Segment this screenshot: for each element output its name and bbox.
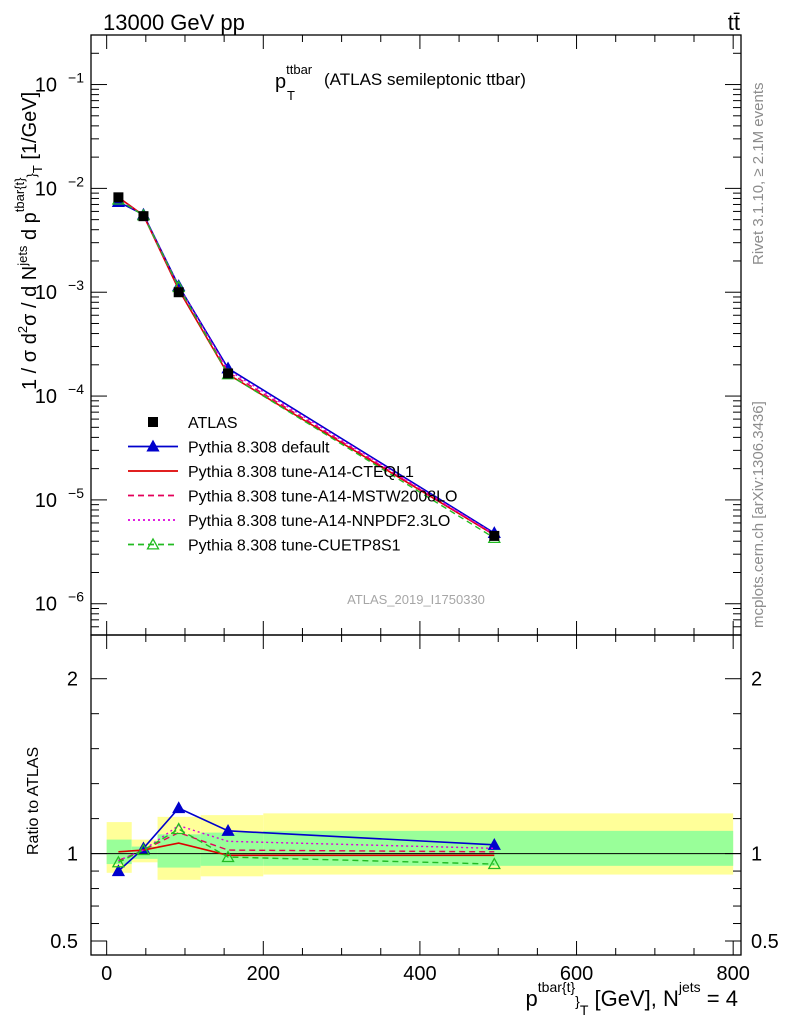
main-panel: 10−1 10−2 10−3 10−4 10−5 10−6 pttbar T (ATLAS… — [12, 34, 742, 636]
ratio-y-tick-label-right: 0.5 — [751, 931, 779, 953]
ratio-frame — [90, 634, 742, 956]
ratio-series-marker — [136, 843, 151, 856]
x-tick-label: 600 — [560, 963, 593, 985]
ratio-panel: 2 21 10.5 0.5 0 200 400 600 800 Ratio to ATLAS … — [25, 634, 779, 1018]
main-data-points — [113, 192, 500, 541]
plot-title-suffix: (ATLAS semileptonic ttbar) — [324, 70, 526, 89]
legend-swatch-marker — [146, 439, 160, 452]
legend: ATLAS Pythia 8.308 default Pythia 8.308 tu… — [128, 415, 457, 555]
analysis-watermark: ATLAS_2019_I1750330 — [347, 592, 485, 607]
atlas-data-point — [113, 192, 124, 203]
process-label: tt̄ — [728, 10, 740, 35]
ratio-series-line — [118, 842, 495, 857]
legend-entry: ATLAS — [148, 415, 238, 432]
ratio-y-tick-label-right: 2 — [751, 669, 762, 691]
ratio-series-marker — [221, 824, 235, 836]
main-x-ticks — [106, 35, 734, 635]
ratio-series-marker — [221, 850, 235, 863]
ratio-stat-band — [200, 832, 264, 866]
ratio-series-marker — [487, 857, 501, 870]
main-y-tick-label: 10 −5 — [35, 485, 84, 512]
x-tick-label: 200 — [247, 963, 280, 985]
atlas-data-point — [223, 368, 234, 379]
legend-entry: Pythia 8.308 tune-A14-NNPDF2.3LO — [128, 513, 450, 530]
ratio-series-line — [118, 824, 495, 862]
legend-label: Pythia 8.308 default — [188, 440, 330, 457]
main-y-axis-label: 1 / σ d2σ / d Njets d ptbar{t}}T [1/GeV] — [12, 92, 45, 390]
plot-title: pttbar — [275, 62, 313, 93]
main-series-line — [118, 198, 495, 539]
ratio-curves — [111, 801, 501, 877]
ratio-y-tick-label-left: 0.5 — [50, 931, 78, 953]
rivet-label: Rivet 3.1.10, ≥ 2.1M events — [750, 83, 767, 266]
main-series-line — [118, 198, 495, 535]
plot-title-p: p — [275, 71, 286, 93]
x-tick-label: 800 — [716, 963, 749, 985]
atlas-data-point — [173, 287, 184, 298]
ratio-series-marker — [111, 855, 126, 868]
ratio-series-marker — [487, 837, 501, 850]
legend-label: Pythia 8.308 tune-CUETP8S1 — [188, 538, 401, 555]
ratio-uncertainty-bands — [106, 813, 734, 880]
atlas-data-point — [489, 530, 500, 541]
main-series-line — [118, 198, 495, 536]
main-y-tick-label: 10 −1 — [35, 70, 84, 97]
legend-label: Pythia 8.308 tune-A14-CTEQL1 — [188, 464, 414, 481]
main-y-tick-label: 10 −3 — [35, 277, 84, 304]
x-tick-label: 400 — [403, 963, 436, 985]
main-y-tick-label: 10 −2 — [35, 173, 84, 200]
ratio-series-marker — [172, 801, 186, 814]
ratio-series-marker — [111, 864, 126, 877]
main-y-tick-label: 10 −4 — [35, 381, 84, 408]
legend-entry: Pythia 8.308 tune-A14-MSTW2008LO — [128, 489, 457, 506]
energy-label: 13000 GeV pp — [103, 10, 245, 35]
legend-swatch-data — [148, 417, 158, 427]
ratio-series-line — [118, 828, 495, 865]
legend-label: Pythia 8.308 tune-A14-MSTW2008LO — [188, 489, 457, 506]
plot-title-sub: T — [287, 88, 295, 103]
legend-entry: Pythia 8.308 tune-A14-CTEQL1 — [128, 464, 414, 481]
legend-swatch-marker — [146, 537, 160, 550]
x-axis-label: ptbar{t}}T [GeV], Njets = 4 — [526, 979, 738, 1018]
ratio-y-tick-label-left: 2 — [67, 669, 78, 691]
atlas-data-point — [138, 211, 149, 222]
ratio-y-axis-label: Ratio to ATLAS — [25, 747, 42, 855]
main-series-line — [117, 196, 495, 536]
legend-entry: Pythia 8.308 default — [128, 440, 330, 457]
ratio-y-tick-label-left: 1 — [67, 844, 78, 866]
ratio-y-tick-label-right: 1 — [751, 844, 762, 866]
ratio-series-marker — [172, 822, 186, 835]
ratio-x-ticks: 0 200 400 600 800 — [101, 635, 750, 985]
legend-entry: Pythia 8.308 tune-CUETP8S1 — [128, 538, 401, 555]
plot-title-sup: ttbar — [286, 62, 313, 77]
x-tick-label: 0 — [101, 963, 112, 985]
mcplots-label: mcplots.cern.ch [arXiv:1306.3436] — [750, 401, 767, 628]
main-series-line — [118, 201, 495, 534]
main-y-tick-label: 10 −6 — [35, 589, 84, 616]
legend-label: Pythia 8.308 tune-A14-NNPDF2.3LO — [188, 513, 450, 530]
legend-label: ATLAS — [188, 415, 238, 432]
ratio-y-ticks: 2 2 1 1 0.5 0.5 — [50, 669, 779, 953]
